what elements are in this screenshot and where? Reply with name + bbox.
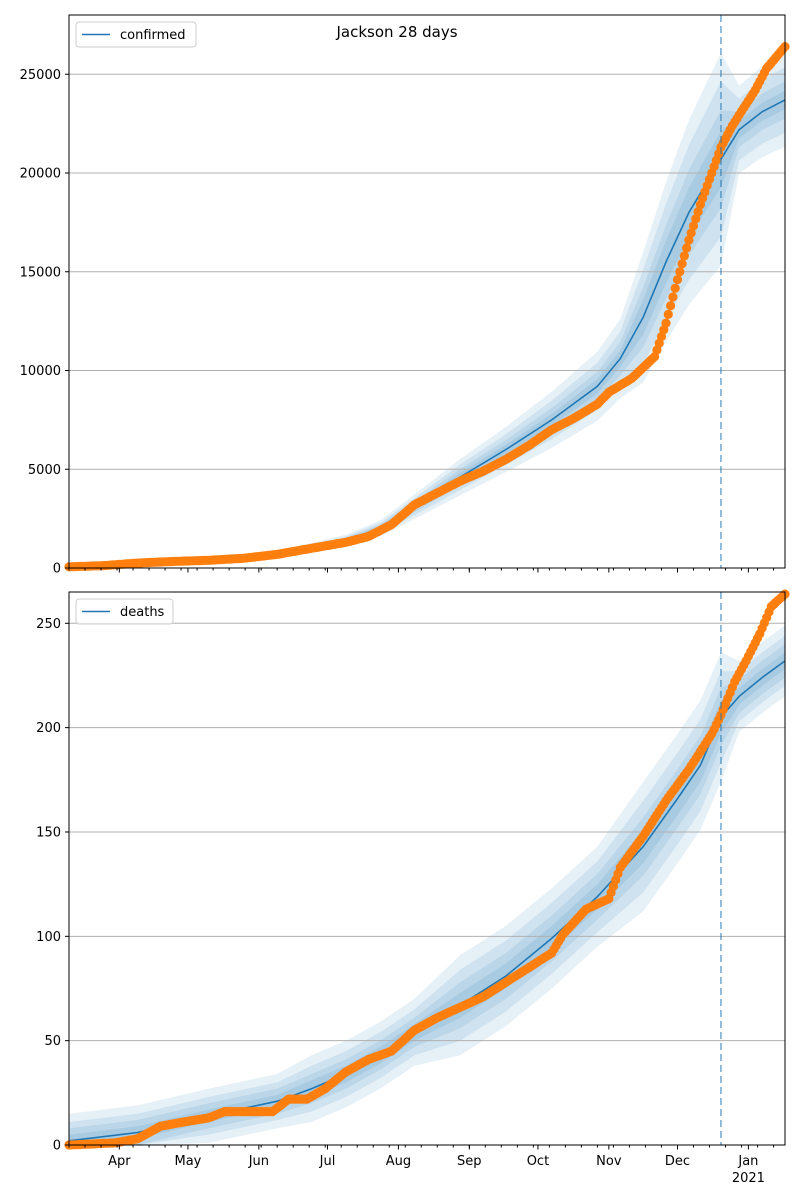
confirmed-observed-point bbox=[682, 243, 692, 253]
deaths-legend: deaths bbox=[75, 598, 174, 625]
confirmed-axes-frame bbox=[68, 14, 786, 569]
confirmed-ytick-label: 20000 bbox=[20, 167, 61, 182]
confirmed-observed-point bbox=[679, 251, 689, 261]
confirmed-ytick-label: 10000 bbox=[20, 364, 61, 379]
confirmed-band-1 bbox=[69, 90, 785, 568]
month-label: Jul bbox=[319, 1154, 336, 1169]
confirmed-observed-point bbox=[670, 283, 680, 293]
confirmed-y-axis: 0 5000 10000 15000 20000 25000 bbox=[20, 68, 69, 577]
confirmed-observed-point bbox=[672, 275, 683, 285]
deaths-bands bbox=[69, 625, 785, 1145]
deaths-panel: 0 50 100 150 200 250 Apr May Jun Jul Aug Sep Oct Nov… bbox=[36, 589, 790, 1186]
confirmed-observed-point bbox=[668, 292, 678, 302]
confirmed-band-2 bbox=[69, 81, 785, 568]
confirmed-observed-point bbox=[686, 228, 696, 238]
confirmed-panel: 0 5000 10000 15000 20000 25000 confirmed bbox=[20, 14, 790, 577]
confirmed-observed-point bbox=[688, 221, 699, 231]
month-label: Aug bbox=[386, 1154, 411, 1169]
deaths-ytick-label: 200 bbox=[36, 721, 61, 736]
confirmed-x-ticks bbox=[68, 568, 775, 573]
confirmed-observed-point bbox=[661, 318, 671, 328]
confirmed-ytick-label: 15000 bbox=[20, 265, 61, 280]
year-label: 2021 bbox=[732, 1171, 765, 1186]
figure-title: Jackson 28 days bbox=[335, 23, 457, 41]
month-label: May bbox=[175, 1154, 202, 1169]
confirmed-observed-point bbox=[684, 235, 694, 245]
deaths-ytick-label: 100 bbox=[36, 930, 61, 945]
deaths-ytick-label: 50 bbox=[44, 1034, 61, 1049]
month-label: Dec bbox=[665, 1154, 690, 1169]
confirmed-band-4 bbox=[69, 52, 785, 568]
deaths-legend-label: deaths bbox=[120, 605, 165, 620]
deaths-legend-box bbox=[75, 598, 174, 625]
deaths-ytick-label: 150 bbox=[36, 825, 61, 840]
confirmed-observed-point bbox=[691, 214, 701, 224]
confirmed-legend: confirmed bbox=[75, 21, 197, 48]
confirmed-observed-point bbox=[675, 267, 685, 277]
deaths-band-1 bbox=[69, 652, 785, 1145]
deaths-x-axis: Apr May Jun Jul Aug Sep Oct Nov Dec Jan bbox=[68, 1145, 775, 1169]
month-label: Oct bbox=[527, 1154, 549, 1169]
deaths-observed-points bbox=[64, 589, 790, 1150]
month-label: Sep bbox=[457, 1154, 482, 1169]
confirmed-ytick-label: 0 bbox=[53, 562, 61, 577]
deaths-band-3 bbox=[69, 635, 785, 1145]
confirmed-observed-point bbox=[663, 309, 673, 319]
deaths-grid bbox=[69, 622, 785, 1042]
month-label: Apr bbox=[108, 1154, 131, 1169]
confirmed-observed-point bbox=[677, 259, 687, 269]
deaths-band-4 bbox=[69, 625, 785, 1145]
deaths-model-line bbox=[68, 660, 786, 1142]
confirmed-bands bbox=[69, 52, 785, 568]
confirmed-observed-point bbox=[693, 207, 703, 217]
confirmed-observed-point bbox=[666, 301, 676, 311]
month-label: Jan bbox=[737, 1154, 758, 1169]
confirmed-legend-box bbox=[75, 21, 197, 48]
deaths-y-axis: 0 50 100 150 200 250 bbox=[36, 617, 69, 1154]
deaths-band-2 bbox=[69, 644, 785, 1145]
deaths-ytick-label: 0 bbox=[53, 1139, 61, 1154]
month-label: Jun bbox=[248, 1154, 269, 1169]
confirmed-legend-label: confirmed bbox=[120, 28, 186, 43]
confirmed-grid bbox=[69, 73, 785, 470]
confirmed-band-3 bbox=[69, 67, 785, 568]
deaths-ytick-label: 250 bbox=[36, 617, 61, 632]
confirmed-ytick-label: 5000 bbox=[28, 463, 61, 478]
month-label: Nov bbox=[596, 1154, 622, 1169]
confirmed-ytick-label: 25000 bbox=[20, 68, 61, 83]
deaths-axes-frame bbox=[68, 591, 786, 1146]
